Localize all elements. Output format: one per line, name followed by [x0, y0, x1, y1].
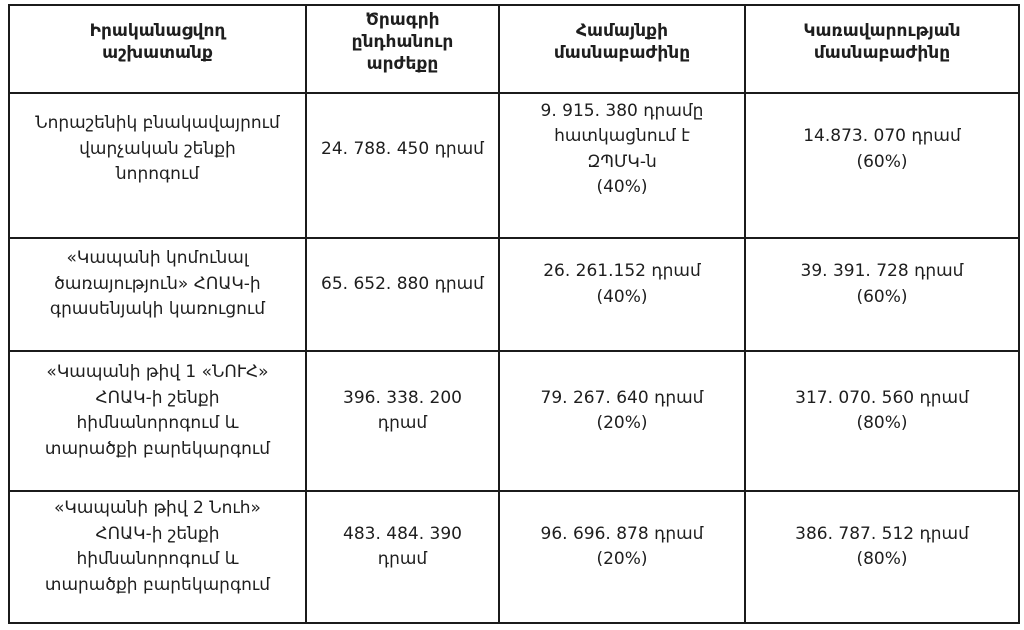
cell-total: 483. 484. 390 դրամ: [305, 490, 500, 624]
cell-work: «Կապանի թիվ 1 «ՆՈՒՀ» ՀՈԱԿ-ի շենքի հիմնան…: [8, 350, 307, 492]
header-cell-government: Կառավարության մասնաբաժինը: [744, 4, 1020, 94]
cell-community: 26. 261.152 դրամ (40%): [498, 237, 746, 352]
cell-work: «Կապանի կոմունալ ծառայություն» ՀՈԱԿ-ի գր…: [8, 237, 307, 352]
table-row: «Կապանի թիվ 2 Նուհ» ՀՈԱԿ-ի շենքի հիմնանո…: [8, 490, 1020, 624]
cell-government: 317. 070. 560 դրամ (80%): [744, 350, 1020, 492]
cell-government: 39. 391. 728 դրամ (60%): [744, 237, 1020, 352]
cell-total: 65. 652. 880 դրամ: [305, 237, 500, 352]
table-row: «Կապանի թիվ 1 «ՆՈՒՀ» ՀՈԱԿ-ի շենքի հիմնան…: [8, 350, 1020, 492]
cell-community: 9. 915. 380 դրամը հատկացնում է ԶՊՄԿ-ն (4…: [498, 92, 746, 239]
cell-work: Նորաշենիկ բնակավայրում վարչական շենքի նո…: [8, 92, 307, 239]
funding-table: Իրականացվող աշխատանք Ծրագրի ընդհանուր ար…: [8, 4, 1020, 624]
header-row: Իրականացվող աշխատանք Ծրագրի ընդհանուր ար…: [8, 4, 1020, 94]
header-cell-work: Իրականացվող աշխատանք: [8, 4, 307, 94]
cell-total: 396. 338. 200 դրամ: [305, 350, 500, 492]
cell-government: 386. 787. 512 դրամ (80%): [744, 490, 1020, 624]
cell-total: 24. 788. 450 դրամ: [305, 92, 500, 239]
table-row: Նորաշենիկ բնակավայրում վարչական շենքի նո…: [8, 92, 1020, 239]
header-cell-community: Համայնքի մասնաբաժինը: [498, 4, 746, 94]
table-row: «Կապանի կոմունալ ծառայություն» ՀՈԱԿ-ի գր…: [8, 237, 1020, 352]
header-cell-total: Ծրագրի ընդհանուր արժեքը: [305, 4, 500, 94]
cell-government: 14.873. 070 դրամ (60%): [744, 92, 1020, 239]
cell-work: «Կապանի թիվ 2 Նուհ» ՀՈԱԿ-ի շենքի հիմնանո…: [8, 490, 307, 624]
cell-community: 79. 267. 640 դրամ (20%): [498, 350, 746, 492]
cell-community: 96. 696. 878 դրամ (20%): [498, 490, 746, 624]
